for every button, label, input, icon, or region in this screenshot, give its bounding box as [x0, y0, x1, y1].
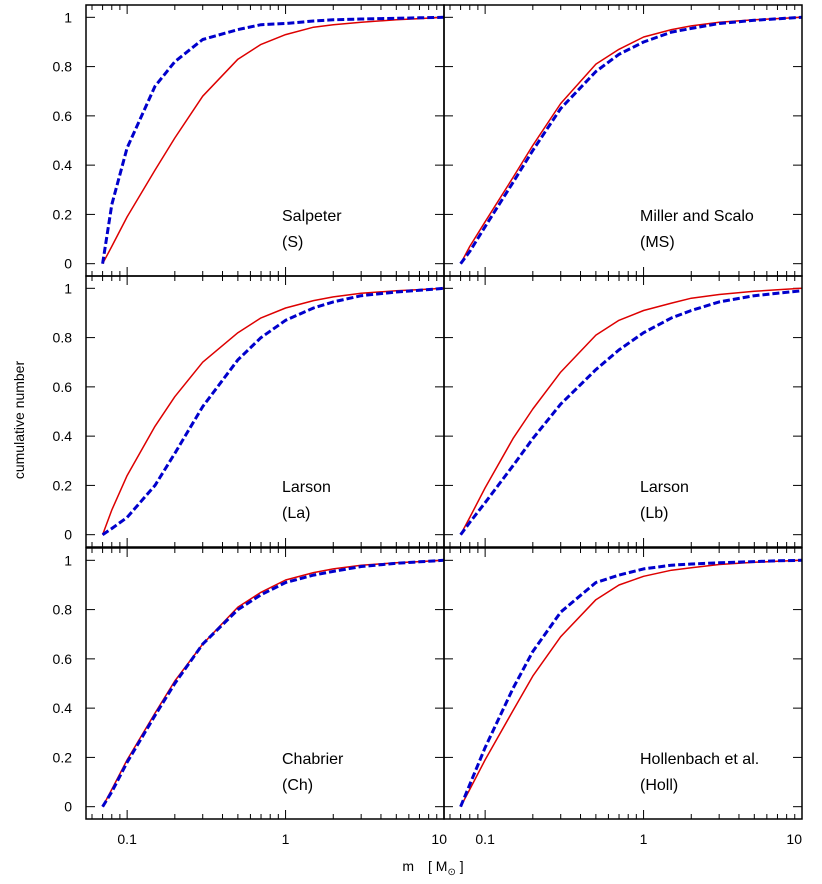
series-line-dashed — [459, 15, 803, 265]
panel-abbrev: (Holl) — [640, 777, 678, 794]
series-line-solid — [101, 287, 445, 535]
series-line-dashed — [101, 558, 445, 808]
y-tick-label: 1 — [64, 280, 72, 296]
series-line-dashed — [459, 558, 803, 808]
x-tick-label: 0.1 — [117, 831, 137, 847]
panel-title: Chabrier — [282, 751, 344, 768]
y-tick-label: 0.2 — [53, 749, 73, 765]
y-tick-label: 0.8 — [53, 330, 73, 346]
x-tick-label: 10 — [431, 831, 447, 847]
series-line-dashed — [101, 286, 445, 536]
panel-abbrev: (Lb) — [640, 505, 668, 522]
panel-frame — [85, 547, 445, 820]
panel-frame — [85, 4, 445, 277]
x-axis-unit-open: [ M — [428, 858, 447, 874]
y-tick-label: 0.8 — [53, 602, 73, 618]
y-tick-label: 0.8 — [53, 59, 73, 75]
panel-abbrev: (S) — [282, 234, 303, 251]
panel-grid: 0 0.2 0.4 0.6 0.8 1 Salpeter (S) Miller and Scal… — [53, 4, 803, 847]
panel-frame — [443, 547, 803, 820]
y-tick-label: 0.6 — [53, 108, 73, 124]
x-axis-unit-close: ] — [456, 858, 464, 874]
series-line-solid — [459, 287, 803, 536]
panel-title: Larson — [282, 479, 331, 496]
panel-6: 0.1 1 10 Hollenbach et al. (Holl) — [443, 547, 803, 847]
panel-title: Larson — [640, 479, 689, 496]
y-tick-label: 0.4 — [53, 700, 73, 716]
y-tick-label: 0.6 — [53, 379, 73, 395]
panel-abbrev: (La) — [282, 505, 310, 522]
series-line-solid — [459, 559, 803, 808]
series-line-solid — [101, 16, 445, 265]
y-tick-label: 0 — [64, 256, 72, 272]
y-tick-label: 0.4 — [53, 157, 73, 173]
y-axis-title: cumulative number — [11, 361, 27, 480]
x-tick-label: 1 — [282, 831, 290, 847]
series-line-dashed — [101, 15, 445, 264]
series-line-solid — [101, 559, 445, 808]
panel-title: Hollenbach et al. — [640, 751, 759, 768]
x-tick-label: 10 — [786, 831, 802, 847]
y-tick-label: 1 — [64, 552, 72, 568]
x-axis-symbol: m — [402, 858, 414, 874]
panel-frame — [443, 4, 803, 277]
panel-2: Miller and Scalo (MS) — [443, 4, 803, 277]
panel-title: Miller and Scalo — [640, 208, 754, 225]
panel-frame — [443, 275, 803, 548]
y-tick-label: 1 — [64, 9, 72, 25]
x-tick-label: 0.1 — [475, 831, 495, 847]
x-axis-title: m [ M⊙ ] — [402, 858, 463, 878]
series-line-dashed — [459, 289, 803, 536]
x-tick-label: 1 — [640, 831, 648, 847]
y-tick-label: 0.2 — [53, 477, 73, 493]
panel-abbrev: (Ch) — [282, 777, 313, 794]
series-line-solid — [459, 16, 803, 265]
y-tick-label: 0 — [64, 799, 72, 815]
panel-abbrev: (MS) — [640, 234, 675, 251]
y-tick-label: 0 — [64, 527, 72, 543]
sun-symbol: ⊙ — [447, 867, 455, 878]
panel-3: 0 0.2 0.4 0.6 0.8 1 Larson (La) — [53, 275, 445, 548]
panel-5: 0 0.2 0.4 0.6 0.8 1 0.1 1 10 Chabrier (Ch) — [53, 547, 447, 847]
y-tick-label: 0.2 — [53, 206, 73, 222]
y-tick-label: 0.4 — [53, 428, 73, 444]
y-tick-label: 0.6 — [53, 651, 73, 667]
shared-axes: cumulative number m [ M⊙ ] — [11, 361, 464, 878]
panel-1: 0 0.2 0.4 0.6 0.8 1 Salpeter (S) — [53, 4, 445, 277]
panel-title: Salpeter — [282, 208, 342, 225]
panel-4: Larson (Lb) — [443, 275, 803, 548]
